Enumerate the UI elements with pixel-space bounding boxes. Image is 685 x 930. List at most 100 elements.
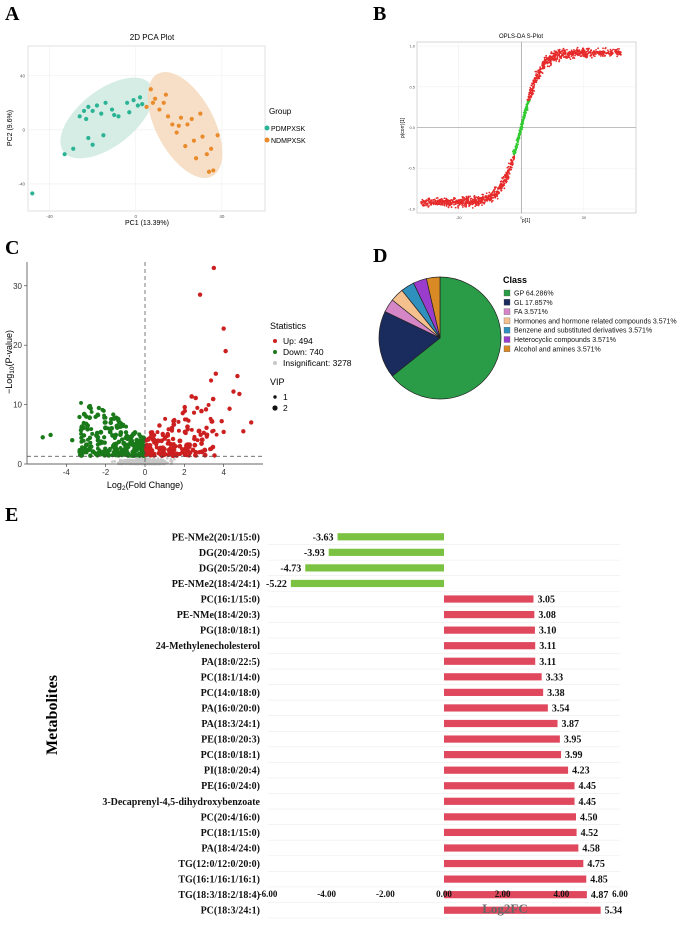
splot-point-vip	[486, 197, 489, 199]
splot-point-vip	[594, 53, 597, 55]
splot-point-vip	[454, 197, 457, 200]
volcano-point-down	[81, 433, 87, 438]
splot-x-tick-label: 30	[582, 215, 587, 220]
volcano-point-up	[195, 405, 200, 410]
splot-point-vip	[496, 197, 499, 200]
pca-point-pdm	[125, 100, 130, 105]
pie-legend-label: Hormones and hormone related compounds 3…	[514, 318, 677, 325]
splot-point-vip	[604, 47, 607, 50]
volcano-point-down	[123, 430, 129, 435]
pie-legend-swatch	[503, 308, 511, 315]
panel-letter-d: D	[373, 245, 387, 267]
volcano-point-down	[138, 445, 143, 450]
splot-y-tick-label: 0.0	[409, 125, 415, 130]
splot-point-vip	[535, 70, 538, 73]
volcano-point-down	[102, 420, 108, 425]
splot-point-vip	[445, 202, 448, 205]
splot-point-vip	[538, 71, 541, 74]
splot-point-vip	[609, 52, 612, 54]
volcano-point-up	[184, 452, 189, 458]
bar-category-label: PC(14:0/18:0)	[201, 688, 260, 699]
splot-point-vip	[510, 163, 513, 166]
splot-point-vip	[559, 55, 561, 58]
volcano-point-insignificant	[161, 459, 165, 462]
splot-point-vip	[614, 50, 616, 53]
volcano-axes: -4 -2 0 2 4 0 10 20 30	[13, 262, 263, 477]
pca-point-pdm	[81, 108, 87, 114]
splot-point-vip	[562, 52, 565, 54]
volcano-point-down	[88, 440, 93, 445]
splot-point-vip	[493, 186, 496, 189]
splot-point-vip	[505, 174, 508, 177]
pie-slice	[426, 276, 441, 339]
splot-point-vip	[585, 48, 588, 50]
volcano-point-up	[192, 453, 198, 458]
splot-point-vip	[566, 56, 569, 59]
bar-category-labels: PE-NMe2(20:1/15:0) DG(20:4/20:5) DG(20:5/2…	[102, 532, 260, 916]
volcano-point-up	[210, 445, 215, 450]
splot-point-vip	[471, 198, 474, 201]
volcano-point-up	[145, 436, 151, 442]
bar	[444, 595, 534, 603]
bar-value-label: 3.38	[547, 688, 565, 699]
splot-point-nonvip	[512, 149, 515, 151]
splot-point-vip	[500, 180, 503, 183]
volcano-point-up	[221, 429, 226, 435]
volcano-point-up	[223, 348, 228, 354]
splot-point-vip	[595, 49, 597, 51]
pca-point-ndm	[211, 168, 216, 173]
splot-point-vip	[598, 53, 601, 56]
pie-legend-swatch	[503, 317, 511, 325]
bar-category-label: PE-NMe2(20:1/15:0)	[172, 532, 260, 543]
volcano-point-insignificant	[170, 460, 174, 464]
splot-point-vip	[427, 199, 430, 201]
splot-point-vip	[454, 206, 457, 209]
bar	[444, 751, 562, 759]
splot-point-nonvip	[526, 103, 528, 105]
splot-point-vip	[558, 59, 561, 62]
splot-point-vip	[561, 53, 564, 56]
volcano-legend-down-label: Down: 740	[283, 347, 324, 357]
splot-point-vip	[579, 55, 582, 58]
splot-point-vip	[579, 50, 582, 53]
volcano-point-insignificant	[169, 457, 173, 461]
volcano-vip-legend-large-dot	[272, 405, 278, 411]
splot-point-vip	[421, 204, 424, 207]
bar	[444, 657, 536, 665]
splot-point-vip	[593, 50, 596, 53]
volcano-point-up	[211, 428, 216, 433]
splot-points	[420, 46, 622, 209]
splot-point-vip	[603, 51, 606, 54]
volcano-point-up	[203, 407, 209, 412]
splot-point-vip	[479, 196, 482, 199]
bar-category-label: TG(16:1/16:1/16:1)	[178, 875, 260, 886]
pca-point-ndm	[153, 96, 158, 101]
splot-point-vip	[491, 199, 494, 202]
volcano-legend-down-swatch	[273, 350, 277, 354]
splot-point-vip	[531, 91, 534, 94]
volcano-x-axis-label: Log2(Fold Change)	[107, 480, 183, 492]
pca-x-axis-label: PC1 (13.39%)	[125, 220, 169, 227]
volcano-x-tick-label: -4	[63, 468, 71, 477]
splot-point-vip	[541, 60, 544, 63]
splot-point-vip	[467, 202, 470, 205]
splot-x-tick-label: -30	[456, 215, 463, 220]
volcano-point-down	[90, 431, 95, 436]
pca-point-pdm	[94, 103, 100, 108]
splot-point-vip	[488, 199, 491, 202]
bar-y-axis-label: Metabolites	[44, 675, 61, 755]
splot-point-vip	[464, 197, 467, 200]
volcano-point-down	[105, 451, 111, 456]
splot-point-vip	[430, 204, 433, 206]
splot-point-vip	[462, 204, 465, 207]
splot-point-vip	[506, 173, 508, 175]
splot-point-vip	[467, 195, 470, 198]
volcano-y-axis-label: −Log10(P-value)	[4, 330, 16, 394]
pca-y-tick-label: -40	[18, 181, 25, 186]
splot-point-vip	[491, 190, 494, 193]
splot-point-nonvip	[516, 140, 519, 142]
splot-point-vip	[508, 167, 511, 170]
bar	[305, 564, 444, 572]
volcano-point-insignificant	[166, 456, 169, 460]
pie-slice	[378, 311, 441, 377]
